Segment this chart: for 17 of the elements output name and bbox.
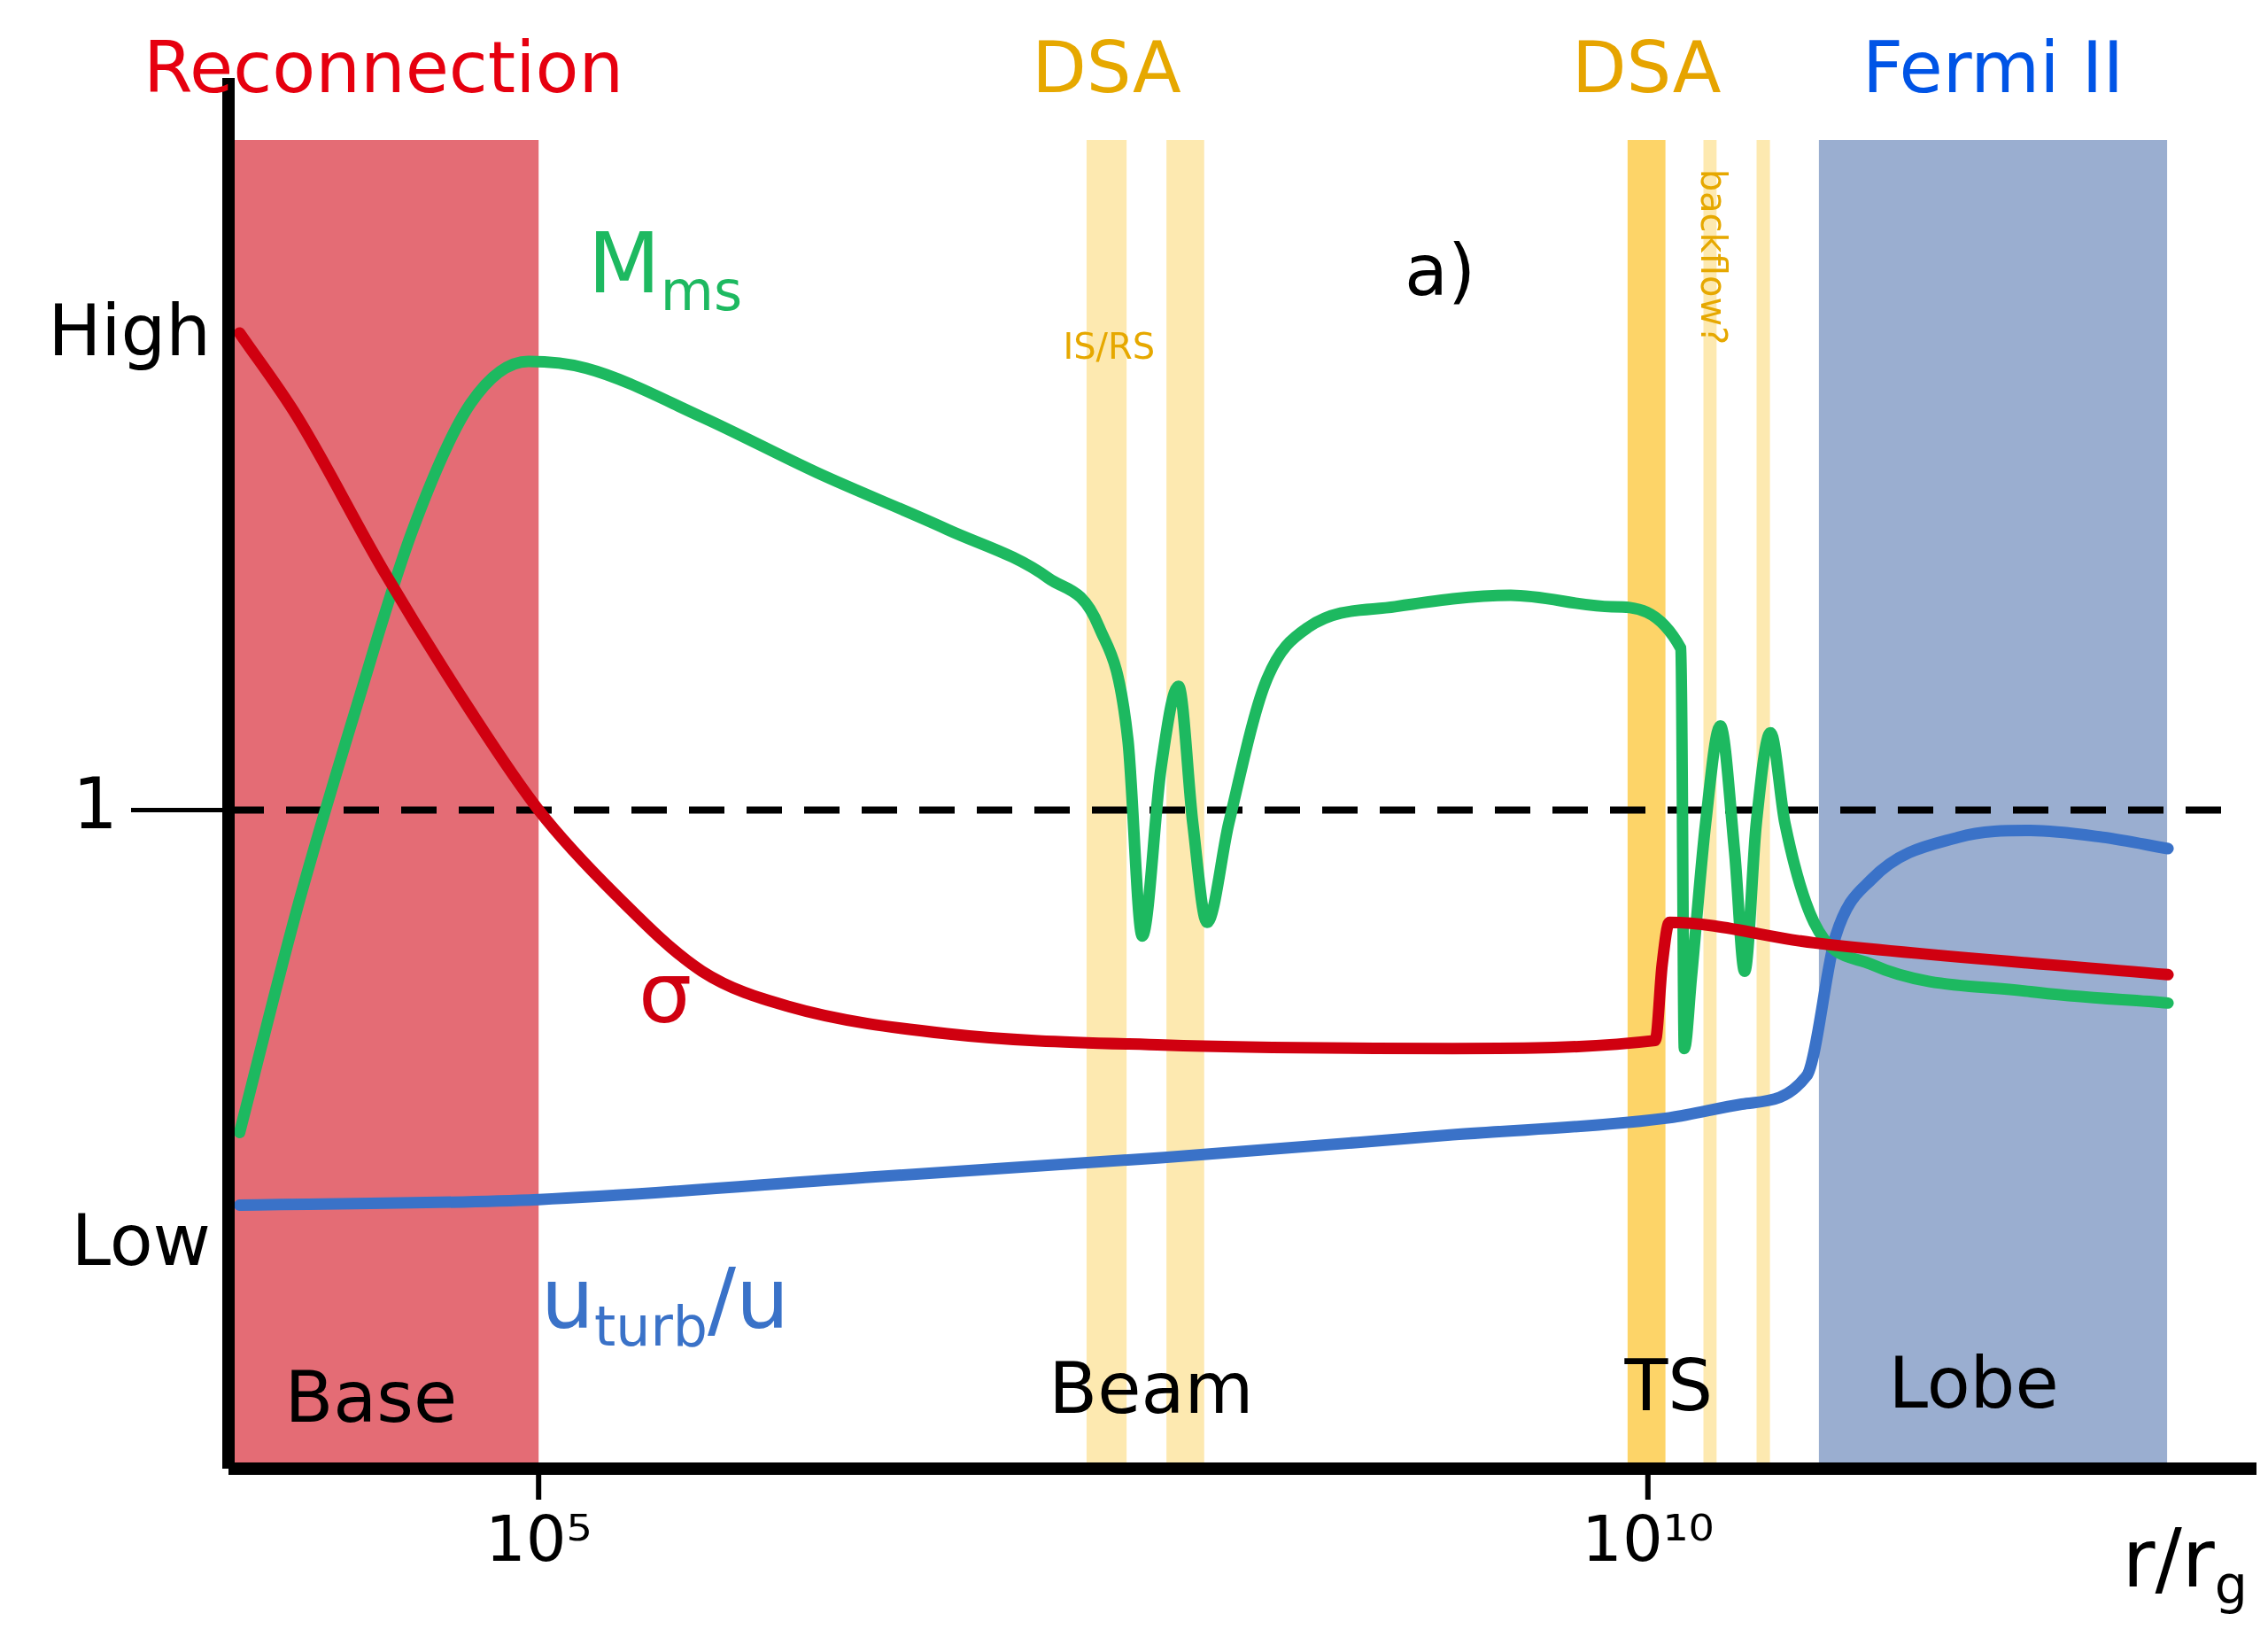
text: Low <box>71 1199 212 1283</box>
series-label: σ <box>638 943 693 1042</box>
annotation: backflow? <box>1693 168 1735 345</box>
x-tick-label: 10⁵ <box>484 1501 592 1576</box>
text: a) <box>1404 229 1476 313</box>
annotation: TS <box>1623 1344 1714 1427</box>
annotation: Beam <box>1049 1346 1254 1430</box>
annotation: Base <box>284 1356 458 1439</box>
band-label: DSA <box>1571 26 1722 109</box>
ref-line-label: 1 <box>73 763 119 846</box>
band-label: DSA <box>1032 26 1182 109</box>
x-tick-label: 10¹⁰ <box>1582 1501 1715 1576</box>
band-label: Fermi II <box>1862 26 2125 109</box>
text: High <box>48 289 212 372</box>
annotation: IS/RS <box>1063 326 1156 368</box>
band-label: Reconnection <box>143 26 624 109</box>
annotation: Lobe <box>1888 1341 2059 1424</box>
